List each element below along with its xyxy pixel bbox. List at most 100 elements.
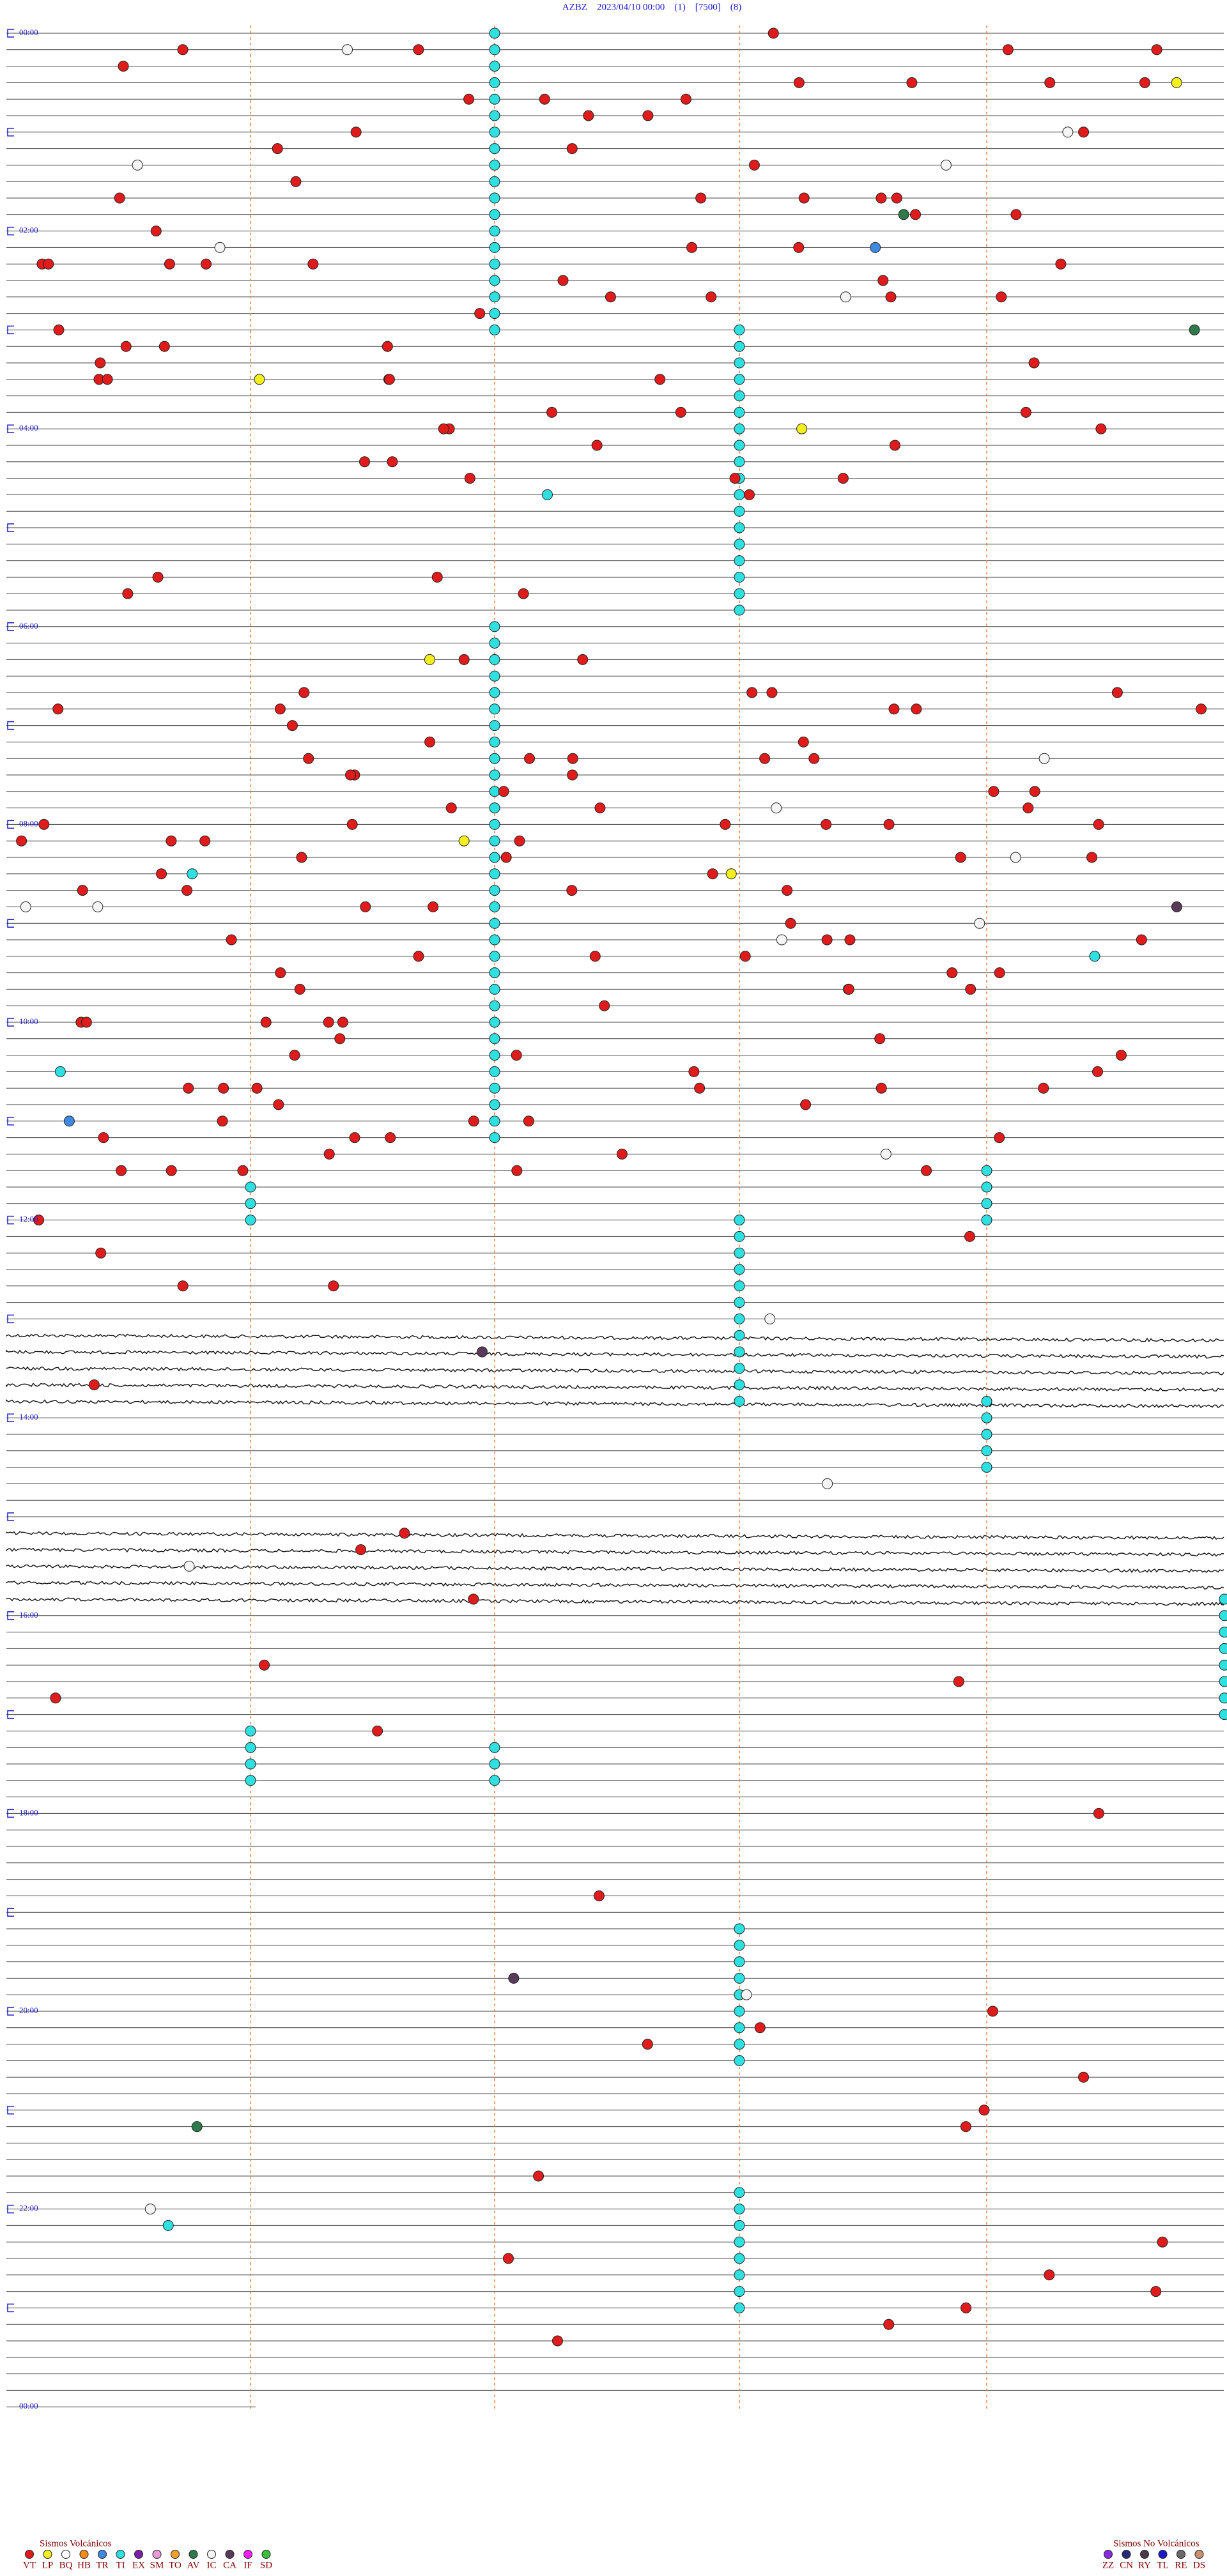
event-marker (734, 2286, 745, 2297)
legend: Sismos Volcánicos VT LP BQ HB TR TI EX SM TO AV IC C… (23, 2538, 1205, 2570)
event-marker (843, 983, 854, 995)
hour-mark (7, 1117, 14, 1126)
event-marker (840, 291, 851, 303)
event-marker (594, 802, 606, 814)
legend-label: RE (1175, 2560, 1187, 2570)
hour-mark (7, 1413, 14, 1422)
event-marker (383, 374, 395, 385)
legend-swatch (189, 2550, 198, 2559)
event-marker (1196, 703, 1207, 715)
event-marker (95, 357, 106, 369)
time-label: 10:00 (19, 1016, 38, 1026)
event-marker (502, 2253, 514, 2264)
event-marker (177, 44, 189, 56)
event-marker (16, 835, 27, 847)
event-marker (92, 901, 104, 912)
time-label: 12:00 (19, 1215, 38, 1224)
event-marker (759, 753, 771, 764)
hour-mark (7, 424, 14, 433)
event-marker (910, 209, 922, 220)
event-marker (489, 802, 500, 814)
time-label: 06:00 (19, 621, 38, 631)
event-marker (489, 852, 500, 863)
event-marker (746, 687, 758, 698)
time-label: 22:00 (19, 2204, 38, 2213)
event-marker (489, 258, 500, 270)
event-marker (583, 110, 594, 121)
event-marker (734, 374, 745, 385)
time-label: 08:00 (19, 818, 38, 828)
hour-mark (7, 2106, 14, 2115)
trace-noisy (6, 1531, 1224, 1540)
event-marker (821, 818, 832, 830)
event-marker (642, 110, 654, 121)
event-marker (514, 835, 525, 847)
event-marker (50, 1692, 61, 1704)
event-marker (489, 917, 500, 929)
event-marker (489, 1742, 500, 1753)
event-marker (166, 1165, 177, 1176)
event-marker (695, 192, 707, 204)
event-marker (599, 1000, 610, 1011)
legend-label: SD (260, 2560, 272, 2570)
legend-swatch (79, 2550, 89, 2559)
event-marker (754, 2022, 766, 2034)
event-marker (438, 423, 449, 434)
event-marker (458, 654, 470, 665)
event-marker (734, 2269, 745, 2281)
event-marker (552, 2335, 563, 2347)
event-marker (739, 951, 751, 962)
event-marker (766, 687, 778, 698)
event-marker (489, 703, 500, 715)
event-marker (489, 126, 500, 138)
event-marker (53, 324, 65, 335)
event-marker (20, 901, 31, 912)
event-marker (1020, 406, 1031, 418)
event-marker (1111, 687, 1123, 698)
event-marker (489, 1099, 500, 1110)
event-marker (489, 868, 500, 880)
event-marker (546, 406, 558, 418)
event-marker (187, 868, 198, 880)
event-marker (217, 1116, 228, 1127)
event-marker (729, 473, 741, 484)
event-marker (961, 2302, 972, 2313)
event-marker (734, 2005, 745, 2017)
event-marker (616, 1148, 628, 1160)
event-marker (1055, 258, 1067, 270)
event-marker (489, 753, 500, 764)
events (16, 27, 1227, 2347)
legend-label: LP (42, 2560, 54, 2570)
event-marker (489, 324, 500, 335)
legend-swatch (116, 2550, 125, 2559)
legend-swatch (1158, 2550, 1168, 2559)
event-marker (489, 1082, 500, 1094)
event-marker (489, 143, 500, 155)
event-marker (898, 209, 909, 220)
event-marker (981, 1462, 992, 1473)
event-marker (245, 1198, 256, 1209)
event-marker (43, 258, 54, 270)
event-marker (1028, 357, 1040, 369)
event-marker (289, 1050, 300, 1061)
event-marker (355, 1544, 367, 1556)
event-marker (1092, 1066, 1103, 1077)
trace-noisy (6, 1564, 1224, 1574)
event-marker (1151, 44, 1162, 56)
event-marker (346, 818, 358, 830)
event-marker (734, 2055, 745, 2066)
legend-swatch (171, 2550, 180, 2559)
event-marker (734, 1297, 745, 1308)
event-marker (1038, 1082, 1049, 1094)
event-marker (382, 341, 393, 352)
event-marker (489, 61, 500, 72)
event-marker (566, 143, 578, 155)
event-marker (785, 917, 796, 929)
event-marker (166, 835, 177, 847)
event-marker (642, 2039, 653, 2050)
event-marker (776, 934, 787, 946)
event-marker (593, 1890, 605, 1901)
event-marker (981, 1445, 992, 1457)
event-marker (981, 1165, 992, 1176)
event-marker (489, 901, 500, 912)
